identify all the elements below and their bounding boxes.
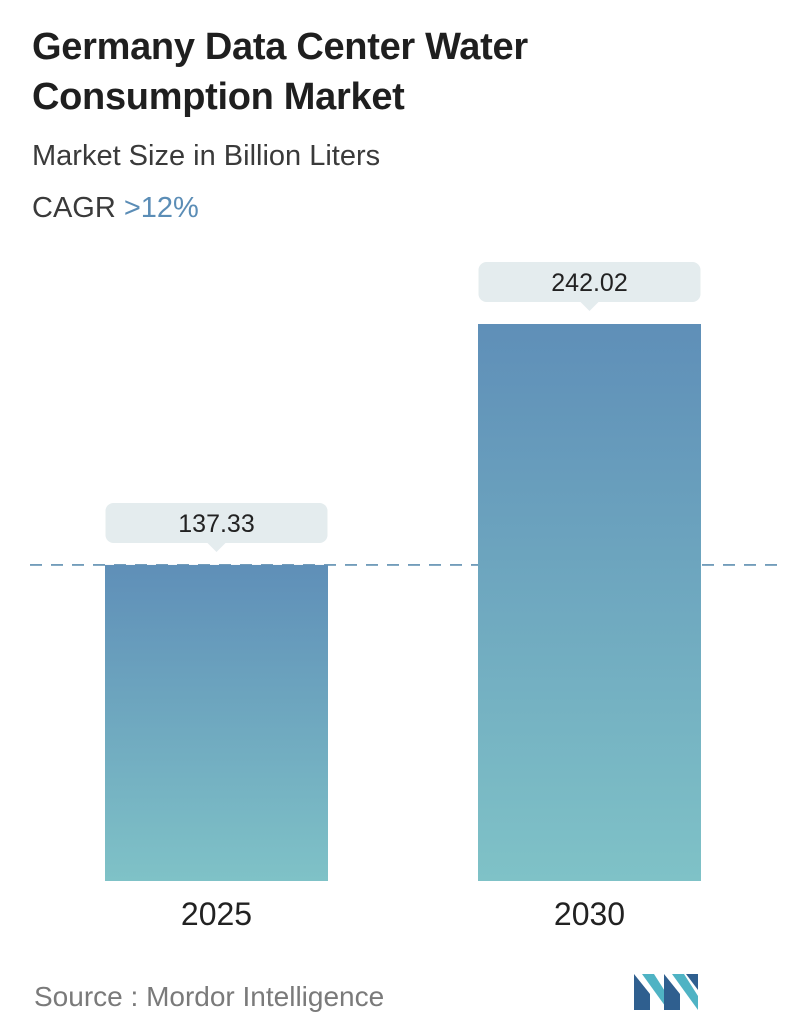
chart-subtitle: Market Size in Billion Liters [32,140,381,172]
value-callout-box [105,502,328,543]
cagr-value: >12% [123,192,199,224]
value-callout: 242.02 [478,262,701,311]
bar-chart: 137.33 2025 242.02 2030 [30,262,782,932]
value-callout-pointer [580,302,599,311]
category-label: 2025 [181,896,252,932]
bar-2025 [105,564,328,881]
cagr-label: CAGR [32,192,116,224]
value-callout: 137.33 [105,502,328,552]
source-name: Mordor Intelligence [146,981,385,1012]
value-callout-pointer [207,542,226,552]
value-callout-box [478,262,701,302]
source-text: Source : Mordor Intelligence [34,978,384,1016]
source-label: Source : [34,981,139,1012]
bar-2030 [478,324,701,881]
value-label: 137.33 [178,510,254,538]
value-label: 242.02 [551,269,627,297]
chart-title: Germany Data Center Water Consumption Ma… [32,26,528,118]
category-label: 2030 [554,896,625,932]
mordor-intelligence-logo-icon [634,974,698,1010]
cagr-line: CAGR >12% [32,188,199,228]
